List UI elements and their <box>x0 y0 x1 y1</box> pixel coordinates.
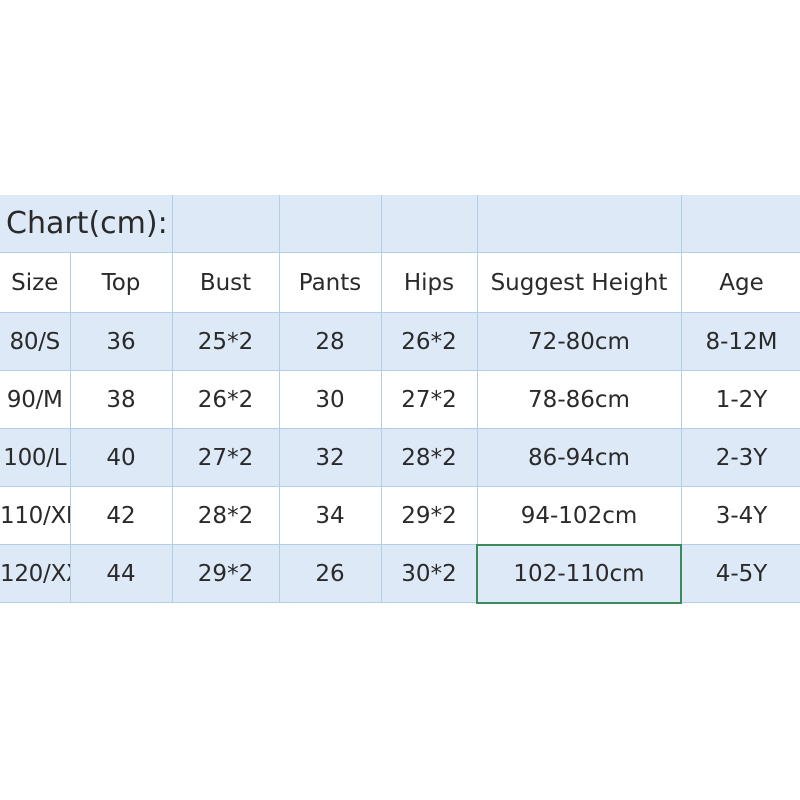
cell-pants: 32 <box>278 428 382 487</box>
header-pants: Pants <box>278 252 382 313</box>
cell-pants: 30 <box>278 370 382 429</box>
cell-bust: 25*2 <box>171 312 280 371</box>
cell-size: 100/L <box>0 428 71 487</box>
cell-top: 44 <box>69 544 173 603</box>
header-suggest-height: Suggest Height <box>476 252 682 313</box>
table-row: 100/L 40 27*2 32 28*2 86-94cm 2-3Y <box>0 428 800 487</box>
cell-age: 8-12M <box>680 312 800 371</box>
title-row: Chart(cm): <box>0 195 800 253</box>
cell-age: 3-4Y <box>680 486 800 545</box>
cell-age: 4-5Y <box>680 544 800 603</box>
cell-top: 36 <box>69 312 173 371</box>
cell-suggest-height: 94-102cm <box>476 486 682 545</box>
empty-cell <box>680 195 800 253</box>
cell-suggest-height: 86-94cm <box>476 428 682 487</box>
chart-title: Chart(cm): <box>0 195 173 253</box>
empty-cell <box>278 195 382 253</box>
table-row: 90/M 38 26*2 30 27*2 78-86cm 1-2Y <box>0 370 800 429</box>
cell-pants: 26 <box>278 544 382 603</box>
cell-size: 90/M <box>0 370 71 429</box>
cell-pants: 34 <box>278 486 382 545</box>
cell-suggest-height: 102-110cm <box>476 543 682 604</box>
header-age: Age <box>680 252 800 313</box>
cell-hips: 30*2 <box>380 544 478 603</box>
cell-size: 80/S <box>0 312 71 371</box>
header-row: Size Top Bust Pants Hips Suggest Height … <box>0 252 800 313</box>
cell-suggest-height: 72-80cm <box>476 312 682 371</box>
cell-hips: 26*2 <box>380 312 478 371</box>
cell-top: 40 <box>69 428 173 487</box>
cell-top: 42 <box>69 486 173 545</box>
header-bust: Bust <box>171 252 280 313</box>
cell-hips: 27*2 <box>380 370 478 429</box>
header-hips: Hips <box>380 252 478 313</box>
cell-bust: 27*2 <box>171 428 280 487</box>
cell-age: 2-3Y <box>680 428 800 487</box>
cell-bust: 29*2 <box>171 544 280 603</box>
cell-hips: 28*2 <box>380 428 478 487</box>
cell-bust: 28*2 <box>171 486 280 545</box>
header-size: Size <box>0 252 71 313</box>
empty-cell <box>476 195 682 253</box>
cell-top: 38 <box>69 370 173 429</box>
empty-cell <box>171 195 280 253</box>
cell-size: 110/XL <box>0 486 71 545</box>
cell-suggest-height: 78-86cm <box>476 370 682 429</box>
empty-cell <box>380 195 478 253</box>
cell-size: 120/XXL <box>0 544 71 603</box>
cell-hips: 29*2 <box>380 486 478 545</box>
header-top: Top <box>69 252 173 313</box>
size-chart-table: Chart(cm): Size Top Bust Pants Hips Sugg… <box>0 195 800 604</box>
cell-pants: 28 <box>278 312 382 371</box>
cell-age: 1-2Y <box>680 370 800 429</box>
cell-bust: 26*2 <box>171 370 280 429</box>
table-row: 80/S 36 25*2 28 26*2 72-80cm 8-12M <box>0 312 800 371</box>
